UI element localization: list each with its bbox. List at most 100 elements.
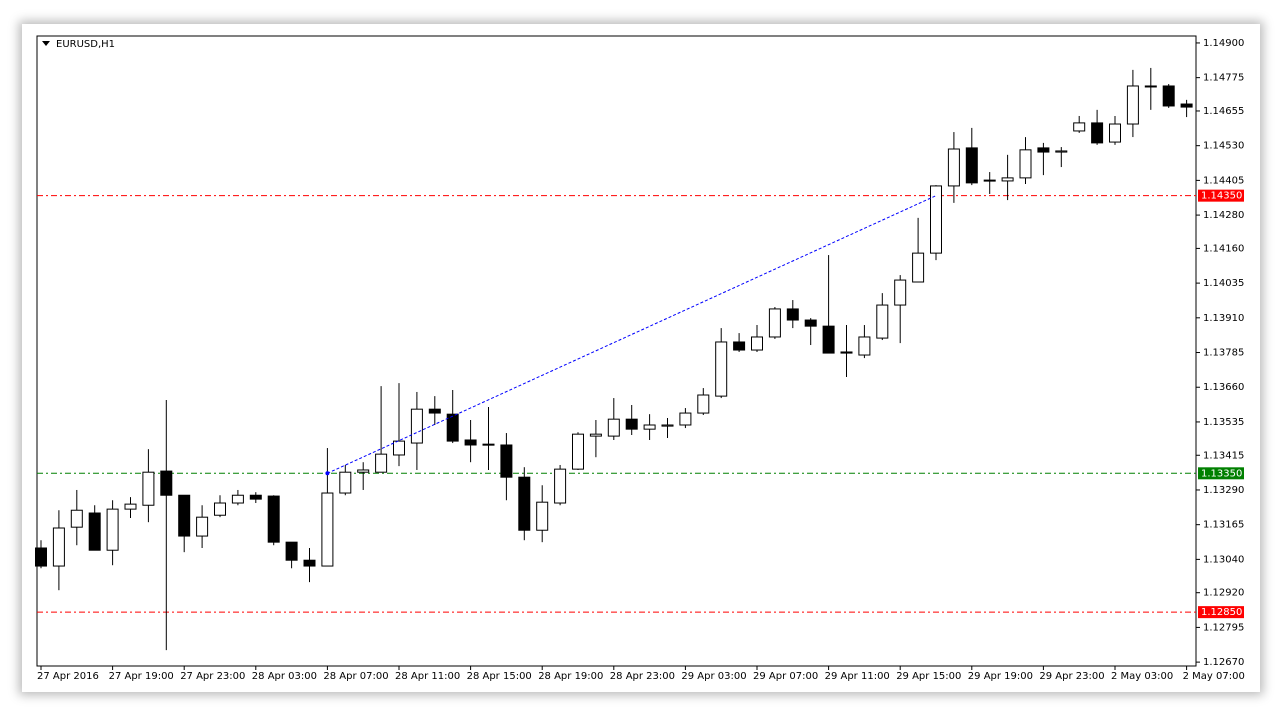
symbol-menu-icon[interactable]	[42, 41, 50, 46]
level-tag	[1198, 467, 1244, 480]
bear-body	[267, 495, 280, 543]
level-label: 1.13350	[1201, 468, 1242, 479]
y-tick-label: 1.13165	[1203, 520, 1244, 531]
bull-body	[124, 503, 137, 510]
y-tick-label: 1.14405	[1203, 175, 1244, 186]
trendline-anchor	[325, 471, 330, 476]
y-tick-label: 1.13290	[1203, 485, 1244, 496]
bear-body	[1037, 147, 1050, 153]
bull-body	[697, 394, 710, 414]
bear-body	[804, 319, 817, 327]
bear-body	[786, 308, 799, 321]
bull-body	[607, 418, 620, 437]
bull-body	[589, 433, 602, 437]
x-tick-label: 29 Apr 15:00	[896, 671, 961, 682]
bear-body	[1180, 103, 1193, 108]
bear-body	[446, 413, 459, 442]
y-tick-label: 1.14035	[1203, 278, 1244, 289]
y-tick-label: 1.13415	[1203, 450, 1244, 461]
bear-body	[35, 547, 47, 567]
x-tick-label: 29 Apr 11:00	[825, 671, 890, 682]
x-tick-label: 2 May 03:00	[1111, 671, 1173, 682]
trendline	[327, 195, 937, 474]
bull-body	[339, 471, 352, 494]
bull-body	[930, 185, 942, 254]
bear-body	[464, 439, 477, 446]
bull-body	[947, 148, 960, 187]
bull-body	[715, 341, 728, 397]
bear-body	[178, 494, 191, 537]
y-tick-label: 1.13910	[1203, 313, 1244, 324]
bull-body	[1001, 177, 1014, 182]
y-tick-label: 1.13660	[1203, 382, 1244, 393]
bull-body	[1144, 85, 1157, 88]
x-tick-label: 29 Apr 07:00	[753, 671, 818, 682]
x-tick-label: 28 Apr 15:00	[467, 671, 532, 682]
bull-body	[1109, 123, 1121, 143]
chart-title: EURUSD,H1	[56, 39, 115, 50]
x-tick-label: 2 May 07:00	[1183, 671, 1245, 682]
x-tick-label: 29 Apr 03:00	[681, 671, 746, 682]
bull-body	[52, 527, 65, 567]
bear-body	[88, 512, 101, 551]
y-tick-label: 1.12670	[1203, 657, 1244, 668]
level-label: 1.14350	[1201, 191, 1242, 202]
x-tick-label: 27 Apr 19:00	[109, 671, 174, 682]
bear-body	[160, 470, 173, 496]
bull-body	[661, 424, 674, 427]
bull-body	[1126, 85, 1139, 125]
bull-body	[536, 501, 549, 531]
bull-body	[70, 509, 83, 528]
bull-body	[1073, 122, 1086, 132]
bull-body	[554, 468, 567, 504]
bear-body	[625, 418, 638, 430]
bull-body	[858, 336, 871, 356]
bear-body	[822, 325, 835, 354]
y-tick-label: 1.13785	[1203, 348, 1244, 359]
y-tick-label: 1.14530	[1203, 141, 1244, 152]
y-tick-label: 1.12795	[1203, 622, 1244, 633]
bull-body	[393, 440, 405, 456]
bear-body	[482, 443, 495, 446]
level-label: 1.12850	[1201, 607, 1242, 618]
bull-body	[196, 516, 209, 537]
x-tick-label: 27 Apr 23:00	[180, 671, 245, 682]
bear-body	[500, 444, 513, 478]
x-tick-label: 28 Apr 07:00	[323, 671, 388, 682]
bear-body	[1162, 85, 1175, 107]
bull-body	[751, 336, 763, 351]
bear-body	[428, 408, 441, 414]
bull-body	[106, 508, 119, 551]
y-tick-label: 1.12920	[1203, 588, 1244, 599]
bull-body	[375, 453, 388, 473]
bear-body	[965, 147, 978, 184]
y-tick-label: 1.14160	[1203, 243, 1244, 254]
y-tick-label: 1.13040	[1203, 554, 1244, 565]
bull-body	[894, 279, 907, 306]
x-tick-label: 29 Apr 23:00	[1039, 671, 1104, 682]
y-tick-label: 1.14900	[1203, 38, 1244, 49]
bull-body	[231, 494, 244, 504]
y-tick-label: 1.14280	[1203, 210, 1244, 221]
x-tick-label: 28 Apr 19:00	[538, 671, 603, 682]
bull-body	[357, 469, 370, 473]
level-tag	[1198, 606, 1244, 619]
y-tick-label: 1.14655	[1203, 106, 1244, 117]
bull-body	[410, 408, 423, 444]
bull-body	[1019, 149, 1032, 179]
bear-body	[518, 476, 531, 531]
y-tick-label: 1.14775	[1203, 73, 1244, 84]
bull-body	[1055, 150, 1068, 153]
bull-body	[643, 424, 656, 430]
bull-body	[321, 492, 334, 567]
bull-body	[572, 433, 584, 470]
x-tick-label: 27 Apr 2016	[37, 671, 99, 682]
bear-body	[303, 559, 316, 567]
bear-body	[733, 341, 746, 351]
bull-body	[768, 308, 781, 338]
bull-body	[142, 471, 155, 506]
x-tick-label: 29 Apr 19:00	[968, 671, 1033, 682]
bull-body	[679, 412, 692, 426]
